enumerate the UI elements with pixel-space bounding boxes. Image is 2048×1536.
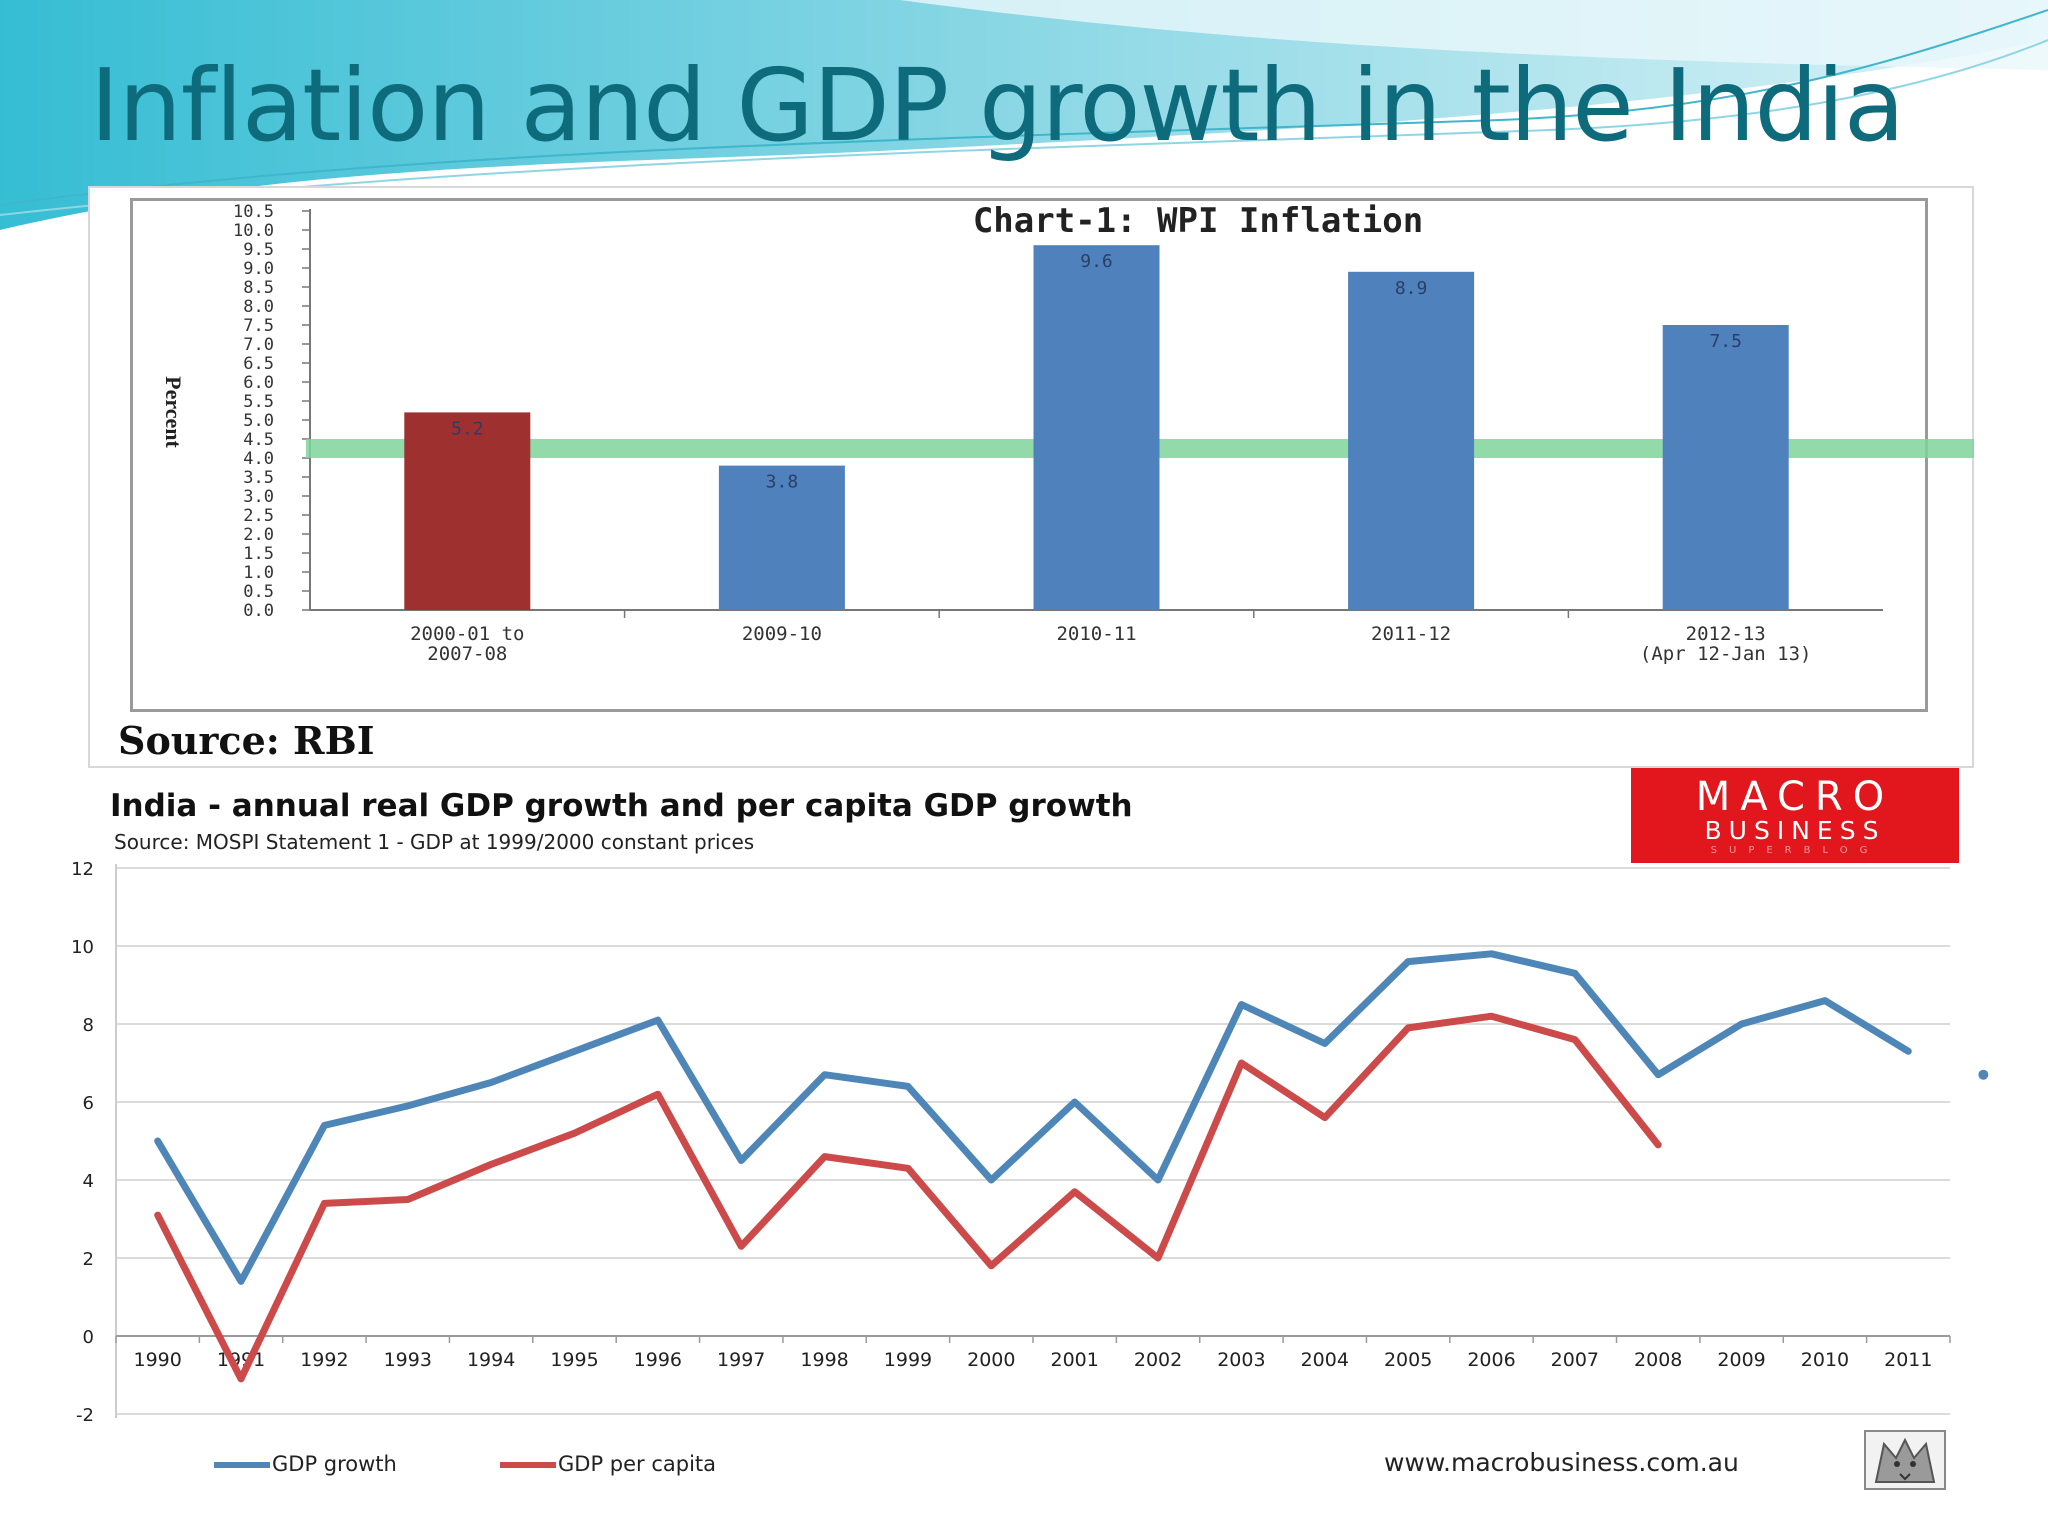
wpi-x-tick-label: 2009-10 — [742, 623, 822, 645]
wpi-bar — [1348, 271, 1475, 610]
gdp-x-tick-label: 2001 — [1051, 1349, 1099, 1371]
wpi-y-tick-label: 1.0 — [243, 563, 274, 583]
gdp-x-tick-label: 2008 — [1634, 1349, 1682, 1371]
wpi-bar — [404, 412, 531, 610]
macrobusiness-logo: MACRO BUSINESS SUPERBLOG — [1631, 768, 1959, 863]
slide-title: Inflation and GDP growth in the India — [90, 47, 1905, 164]
wpi-bar-value-label: 3.8 — [766, 472, 799, 493]
gdp-x-tick-label: 2007 — [1551, 1349, 1599, 1371]
wpi-bar — [1662, 325, 1789, 610]
wpi-bar-value-label: 7.5 — [1709, 331, 1742, 352]
header-wave-light — [900, 0, 2048, 70]
legend-swatch-gdp-per-capita — [500, 1462, 556, 1468]
gdp-x-tick-label: 2005 — [1384, 1349, 1432, 1371]
gdp-x-tick-label: 1998 — [800, 1349, 848, 1371]
wpi-y-tick-label: 2.5 — [243, 506, 274, 526]
gdp-x-tick-label: 1993 — [384, 1349, 432, 1371]
gdp-y-tick-label: 12 — [71, 859, 94, 880]
wpi-chart-source: Source: RBI — [118, 718, 375, 763]
gdp-y-tick-label: 2 — [83, 1249, 94, 1270]
gdp-x-tick-label: 2002 — [1134, 1349, 1182, 1371]
legend-gdp-per-capita: GDP per capita — [500, 1452, 716, 1482]
gdp-x-tick-label: 1996 — [634, 1349, 682, 1371]
wpi-y-tick-label: 8.0 — [243, 297, 274, 317]
wpi-x-tick-label: 2007-08 — [427, 643, 507, 665]
gdp-x-tick-label: 1997 — [717, 1349, 765, 1371]
header-swoosh-line-2 — [0, 39, 2048, 216]
header-wave — [0, 0, 2048, 230]
gdp-x-tick-label: 2006 — [1467, 1349, 1515, 1371]
wpi-y-tick-label: 5.5 — [243, 392, 274, 412]
gdp-y-tick-label: 8 — [83, 1015, 94, 1036]
wpi-y-tick-label: 4.5 — [243, 430, 274, 450]
website-url: www.macrobusiness.com.au — [1384, 1448, 1739, 1477]
gdp-x-tick-label: 2004 — [1301, 1349, 1349, 1371]
wpi-bar-value-label: 8.9 — [1395, 278, 1428, 299]
wpi-y-tick-label: 10.5 — [233, 202, 274, 222]
gdp-chart-title: India - annual real GDP growth and per c… — [110, 788, 1133, 824]
gdp-x-tick-label: 2003 — [1217, 1349, 1265, 1371]
wpi-y-tick-label: 3.5 — [243, 468, 274, 488]
logo-superblog-text: SUPERBLOG — [1710, 845, 1880, 856]
wpi-y-tick-label: 3.0 — [243, 487, 274, 507]
wpi-x-tick-label: 2011-12 — [1371, 623, 1451, 645]
legend-gdp-growth: GDP growth — [214, 1452, 397, 1482]
gdp-x-tick-label: 2010 — [1801, 1349, 1849, 1371]
gdp-x-tick-label: 1992 — [300, 1349, 348, 1371]
wpi-y-tick-label: 7.5 — [243, 316, 274, 336]
wpi-y-tick-label: 9.5 — [243, 240, 274, 260]
wpi-y-tick-label: 9.0 — [243, 259, 274, 279]
gdp-x-tick-label: 2009 — [1717, 1349, 1765, 1371]
wpi-y-tick-label: 5.0 — [243, 411, 274, 431]
wolf-logo-icon — [1864, 1430, 1946, 1490]
wpi-y-tick-label: 1.5 — [243, 544, 274, 564]
gdp-y-tick-label: 10 — [71, 937, 94, 958]
gdp-growth-extra-point — [1978, 1069, 1989, 1080]
wpi-y-tick-label: 4.0 — [243, 449, 274, 469]
wpi-x-tick-label: (Apr 12-Jan 13) — [1640, 643, 1812, 665]
gdp-chart-subtitle: Source: MOSPI Statement 1 - GDP at 1999/… — [114, 830, 755, 854]
wpi-y-tick-label: 0.0 — [243, 601, 274, 621]
gdp-x-tick-label: 1990 — [134, 1349, 182, 1371]
wpi-inflation-chart: Chart-1: WPI Inflation Percent 0.00.51.01.… — [161, 201, 1974, 665]
gdp-y-tick-label: -2 — [76, 1405, 94, 1426]
wpi-y-tick-label: 0.5 — [243, 582, 274, 602]
wpi-y-tick-label: 7.0 — [243, 335, 274, 355]
gdp-x-tick-label: 2011 — [1884, 1349, 1932, 1371]
wpi-y-tick-label: 2.0 — [243, 525, 274, 545]
wpi-y-axis-label: Percent — [161, 376, 186, 448]
wpi-x-tick-label: 2010-11 — [1056, 623, 1136, 645]
wpi-y-tick-label: 6.5 — [243, 354, 274, 374]
gdp-per-capita-line — [154, 1012, 1662, 1383]
wpi-x-tick-label: 2012-13 — [1686, 623, 1766, 645]
wpi-bar — [718, 465, 845, 610]
wpi-bar — [1033, 245, 1160, 610]
gdp-y-tick-label: 4 — [83, 1171, 94, 1192]
gdp-x-tick-label: 1999 — [884, 1349, 932, 1371]
wpi-y-tick-label: 8.5 — [243, 278, 274, 298]
wpi-y-tick-label: 6.0 — [243, 373, 274, 393]
gdp-x-tick-label: 1994 — [467, 1349, 515, 1371]
header-swoosh-line — [0, 9, 2048, 206]
gdp-growth-line — [154, 950, 1912, 1285]
gdp-x-tick-label: 2000 — [967, 1349, 1015, 1371]
legend-label-gdp-growth: GDP growth — [272, 1452, 397, 1476]
wpi-bar-value-label: 9.6 — [1080, 251, 1113, 272]
legend-swatch-gdp-growth — [214, 1462, 270, 1468]
wpi-y-tick-label: 10.0 — [233, 221, 274, 241]
gdp-x-tick-label: 1995 — [550, 1349, 598, 1371]
gdp-y-tick-label: 6 — [83, 1093, 94, 1114]
logo-macro-text: MACRO — [1695, 774, 1895, 820]
wpi-bar-value-label: 5.2 — [451, 418, 484, 439]
wpi-x-tick-label: 2000-01 to — [410, 623, 524, 645]
wpi-chart-title: Chart-1: WPI Inflation — [973, 201, 1423, 241]
legend-label-gdp-per-capita: GDP per capita — [558, 1452, 717, 1476]
gdp-y-tick-label: 0 — [83, 1327, 94, 1348]
logo-business-text: BUSINESS — [1704, 816, 1886, 845]
